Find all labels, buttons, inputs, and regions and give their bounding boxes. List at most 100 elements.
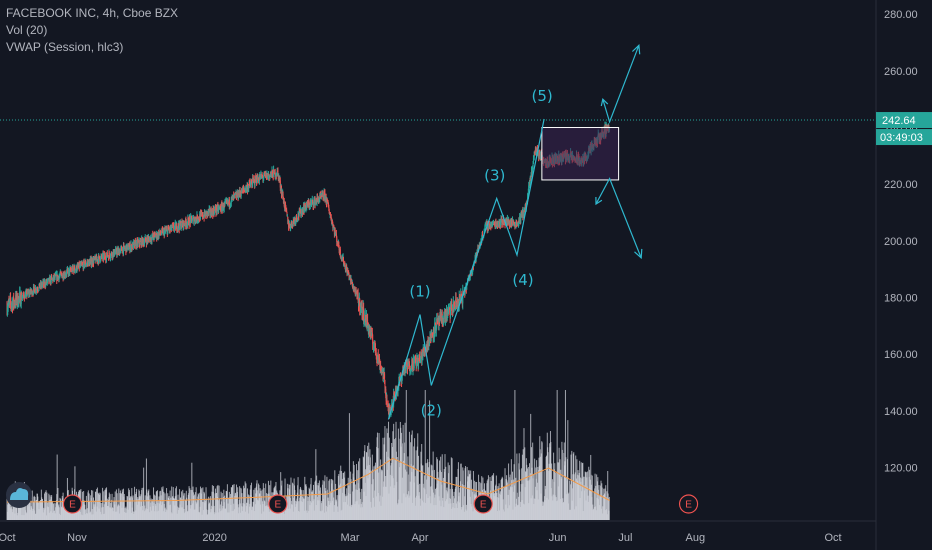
volume-bar	[198, 494, 200, 520]
volume-bar	[382, 437, 384, 520]
volume-bar	[215, 488, 217, 520]
volume-bar	[393, 439, 395, 520]
candle-body	[83, 261, 85, 267]
candle	[32, 283, 34, 296]
volume-bar	[102, 487, 104, 520]
candle-body	[286, 215, 288, 217]
volume-bar	[356, 463, 358, 520]
candle-body	[347, 270, 349, 274]
candle-body	[450, 307, 452, 316]
volume-bar	[414, 476, 416, 520]
volume-bar	[364, 445, 366, 520]
candle-body	[124, 246, 126, 248]
volume-bar	[450, 457, 452, 520]
volume-bar	[417, 433, 419, 520]
candle-body	[77, 266, 79, 268]
volume-bar	[601, 487, 603, 520]
volume-bar	[559, 459, 561, 520]
candle-body	[248, 185, 250, 189]
volume-bar	[134, 494, 136, 520]
volume-bar	[253, 496, 255, 520]
volume-bar	[396, 457, 398, 520]
candle-body	[374, 347, 376, 354]
candle	[187, 214, 189, 226]
volume-bar	[534, 458, 536, 520]
candle-body	[210, 210, 212, 215]
volume-bar	[177, 494, 179, 520]
candle-body	[408, 364, 410, 371]
volume-bar	[145, 458, 147, 520]
candle-body	[187, 217, 189, 222]
candle-body	[274, 171, 276, 178]
volume-bar	[341, 471, 343, 520]
candle	[336, 235, 338, 247]
candle-body	[420, 352, 422, 357]
candle-body	[61, 273, 63, 275]
volume-bar	[118, 488, 120, 520]
candle-body	[394, 398, 396, 400]
volume-bar	[298, 501, 300, 520]
candle-body	[191, 221, 193, 223]
volume-bar	[91, 490, 93, 520]
volume-bar	[123, 494, 125, 520]
price-axis[interactable]: 280.00260.00240.00220.00200.00180.00160.…	[875, 0, 918, 550]
candle	[57, 275, 59, 278]
volume-bar	[310, 478, 312, 520]
candle-body	[399, 374, 401, 381]
candle-body	[363, 308, 365, 322]
candle-body	[443, 316, 445, 323]
volume-bar	[56, 454, 58, 520]
candle-body	[339, 249, 341, 257]
candle-body	[193, 220, 195, 224]
volume-bar	[438, 460, 440, 520]
candle-body	[72, 266, 74, 269]
volume-bar	[89, 501, 91, 520]
candle	[121, 246, 123, 252]
volume-bar	[85, 495, 87, 520]
candle-body	[354, 289, 356, 292]
candle-body	[358, 301, 360, 307]
candle-body	[385, 389, 387, 396]
candle-body	[93, 259, 95, 264]
candle-body	[224, 202, 226, 205]
volume-bar	[545, 455, 547, 520]
volume-bar	[307, 496, 309, 520]
volume-bar	[358, 461, 360, 520]
candle-body	[74, 269, 76, 272]
volume-bar	[580, 462, 582, 520]
volume-bar	[604, 488, 606, 520]
candle-body	[382, 370, 384, 372]
candle-body	[430, 342, 432, 344]
candle-body	[99, 261, 101, 263]
candle-body	[336, 237, 338, 243]
volume-bar	[59, 497, 61, 520]
candle-body	[29, 292, 31, 295]
volume-bar	[375, 468, 377, 520]
volume-bar	[551, 463, 553, 520]
candle	[364, 308, 366, 315]
volume-bar	[425, 463, 427, 520]
candle-body	[304, 203, 306, 207]
candle	[74, 265, 76, 271]
volume-bar	[240, 488, 242, 520]
volume-bar	[463, 485, 465, 520]
volume-bar	[380, 459, 382, 520]
candle-body	[284, 203, 286, 205]
candle	[208, 210, 210, 216]
candle-body	[240, 193, 242, 196]
candle-body	[121, 247, 123, 252]
volume-bar	[57, 487, 59, 520]
candle-body	[160, 233, 162, 235]
candle-body	[393, 392, 395, 404]
candle	[286, 207, 288, 213]
candle-body	[239, 190, 241, 194]
volume-bar	[448, 465, 450, 520]
volume-bar	[231, 487, 233, 520]
volume-bar	[213, 485, 215, 520]
candle-body	[433, 328, 435, 337]
candle-body	[12, 302, 14, 309]
candle	[367, 313, 369, 327]
volume-bar	[403, 460, 405, 520]
volume-bar	[397, 428, 399, 520]
